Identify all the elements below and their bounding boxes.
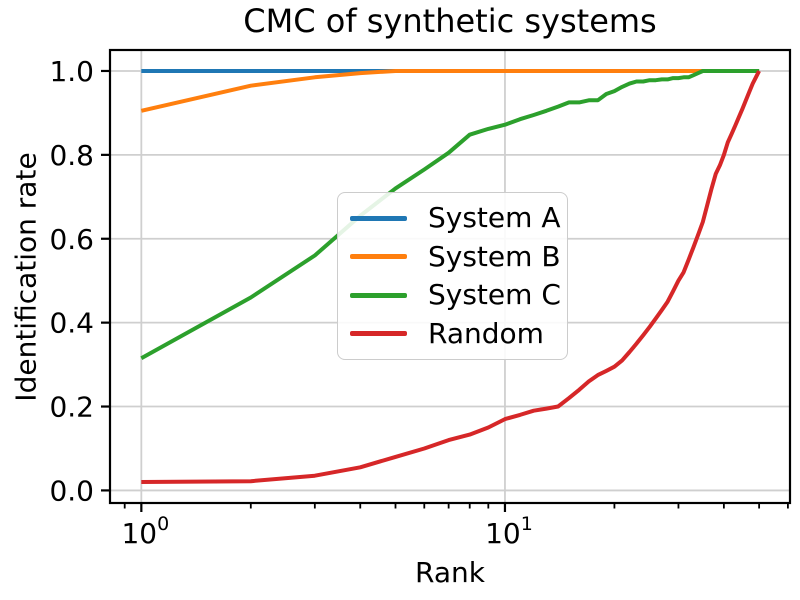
legend-label-random: Random bbox=[428, 316, 544, 350]
legend-swatch-random bbox=[350, 331, 407, 337]
y-tick-label: 0.2 bbox=[49, 391, 94, 424]
x-axis-label: Rank bbox=[415, 556, 485, 589]
y-tick-label: 0.6 bbox=[49, 223, 94, 256]
legend-label-system-c: System C bbox=[428, 278, 561, 312]
series-line-system-b bbox=[140, 69, 760, 113]
axes-spines bbox=[108, 48, 792, 505]
legend: System A System B System C Random bbox=[337, 192, 568, 360]
y-tick-label: 0.8 bbox=[49, 139, 94, 172]
y-tick-label: 0.0 bbox=[49, 474, 94, 507]
x-tick-label: 100 bbox=[121, 513, 169, 550]
legend-label-system-a: System A bbox=[428, 201, 561, 235]
legend-item-system-b: System B bbox=[350, 242, 561, 271]
series-line-random bbox=[141, 70, 761, 484]
legend-swatch-system-b bbox=[350, 254, 407, 260]
y-tick-label: 0.4 bbox=[49, 307, 94, 340]
legend-swatch-system-a bbox=[350, 215, 407, 221]
legend-item-system-a: System A bbox=[350, 204, 560, 232]
series-line-system-c bbox=[140, 69, 760, 361]
legend-item-random: Random bbox=[350, 316, 555, 350]
legend-label-system-b: System B bbox=[428, 239, 561, 273]
x-tick-label: 101 bbox=[485, 513, 533, 550]
chart-title: CMC of synthetic systems bbox=[243, 2, 657, 40]
legend-swatch-system-c bbox=[350, 292, 407, 298]
y-tick-label: 1.0 bbox=[49, 55, 94, 88]
legend-item-system-c: System C bbox=[350, 281, 561, 309]
